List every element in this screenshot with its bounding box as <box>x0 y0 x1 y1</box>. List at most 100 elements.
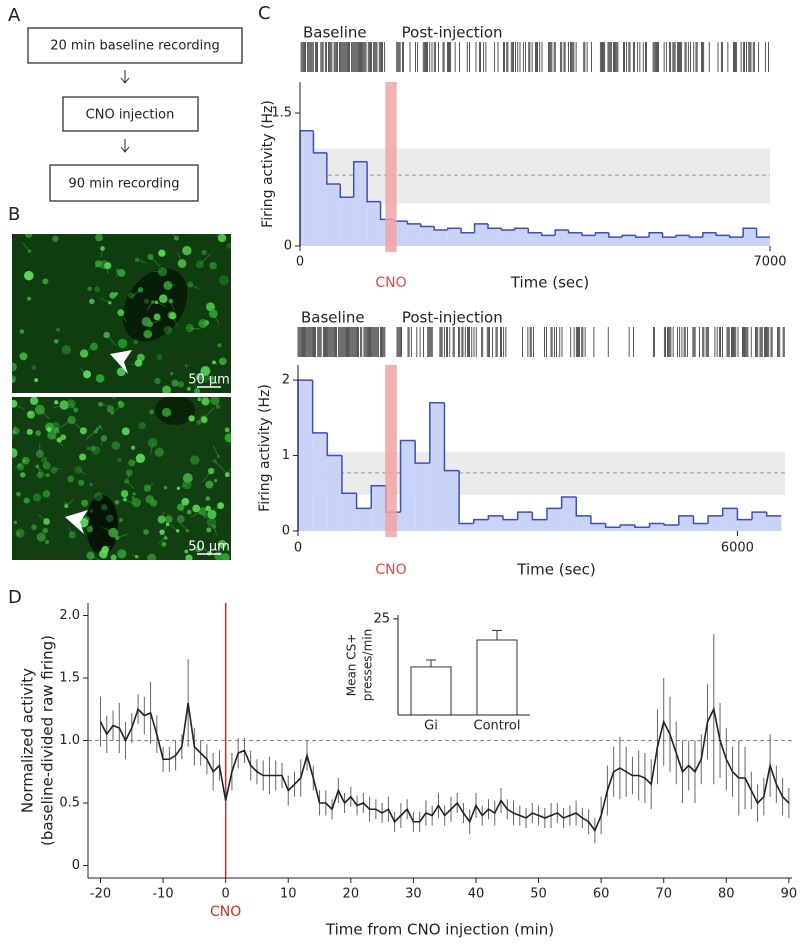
neurite <box>37 466 47 477</box>
bar <box>313 152 327 246</box>
neurite <box>150 442 154 455</box>
raster-label: Post-injection <box>402 309 503 327</box>
cell <box>114 291 119 296</box>
neurite <box>190 510 203 518</box>
neurite <box>159 524 168 536</box>
bar <box>561 497 577 531</box>
neurite <box>178 521 188 532</box>
neurite <box>170 301 175 311</box>
cell <box>45 539 50 545</box>
neurite <box>213 362 218 365</box>
cell <box>221 552 230 560</box>
cell <box>36 449 44 458</box>
neurite <box>39 409 50 420</box>
cell <box>162 385 172 393</box>
bar <box>410 666 452 716</box>
cell <box>12 399 18 408</box>
cell <box>52 235 59 242</box>
bar <box>693 523 709 531</box>
x-tick-label: 60 <box>593 887 610 902</box>
y-axis-label: (baseline-divided raw firing) <box>39 635 57 846</box>
cell <box>31 365 37 371</box>
cell <box>217 502 225 510</box>
neurite <box>166 412 172 415</box>
bar <box>678 515 694 531</box>
panel-label: C <box>258 3 271 24</box>
cell <box>24 270 34 281</box>
bar <box>590 523 606 531</box>
flow-arrow <box>120 139 130 153</box>
neurite <box>199 253 212 265</box>
bar <box>708 515 723 531</box>
step-edge <box>502 515 518 521</box>
step-edge <box>414 440 430 464</box>
cell <box>112 397 116 400</box>
cell <box>197 397 201 401</box>
cell <box>209 261 217 270</box>
bar <box>394 221 408 246</box>
y-tick-label: 2.0 <box>59 608 80 623</box>
step-edge <box>619 524 635 528</box>
neurite <box>126 480 135 490</box>
cell <box>110 554 117 560</box>
bar <box>532 519 547 531</box>
cell <box>118 401 125 408</box>
x-axis-label: Time (sec) <box>510 274 589 292</box>
neurite <box>180 506 184 513</box>
bar <box>298 380 313 531</box>
step-edge <box>443 402 460 472</box>
cell <box>138 422 146 430</box>
step-edge <box>634 235 650 238</box>
neurite <box>71 421 84 432</box>
cell <box>12 375 17 383</box>
cell <box>101 545 110 554</box>
x-tick-label: 10 <box>280 887 297 902</box>
step-edge <box>678 515 694 525</box>
cell <box>169 312 177 320</box>
neurite <box>127 472 130 479</box>
cell <box>53 427 60 434</box>
bar <box>582 235 596 246</box>
bar <box>371 485 386 531</box>
cell <box>81 499 89 507</box>
x-tick-label: 6000 <box>721 541 754 556</box>
step-edge <box>355 493 372 510</box>
neurite <box>216 234 223 239</box>
cell <box>32 493 42 502</box>
bar <box>341 493 357 531</box>
neurite <box>167 327 172 331</box>
cell <box>117 549 127 559</box>
cell <box>61 345 71 355</box>
bar <box>722 508 738 531</box>
step-edge <box>406 221 421 225</box>
neurite <box>209 505 221 513</box>
step-edge <box>420 223 435 228</box>
neurite <box>146 301 154 311</box>
neurite <box>142 528 147 533</box>
cell <box>86 446 90 451</box>
step-edge <box>554 229 569 236</box>
bar <box>312 432 328 531</box>
neurite <box>99 297 110 304</box>
neurite <box>161 511 165 520</box>
x-tick-label: 20 <box>343 887 360 902</box>
bar <box>634 527 650 531</box>
neurite <box>90 555 101 560</box>
cell <box>226 243 231 249</box>
bar <box>447 228 462 246</box>
cell <box>176 515 185 523</box>
cell <box>42 527 49 534</box>
cell <box>50 421 60 431</box>
step-edge <box>527 228 542 234</box>
neurite <box>38 514 47 522</box>
neurite <box>102 527 114 534</box>
step-edge <box>540 232 556 237</box>
neurite <box>89 524 93 530</box>
neurite <box>105 545 112 551</box>
neurite <box>132 554 137 558</box>
neurite <box>202 470 212 483</box>
bar <box>664 524 679 531</box>
y-axis-label: Firing activity (Hz) <box>260 100 276 228</box>
cell <box>131 497 141 508</box>
bar <box>459 523 474 531</box>
